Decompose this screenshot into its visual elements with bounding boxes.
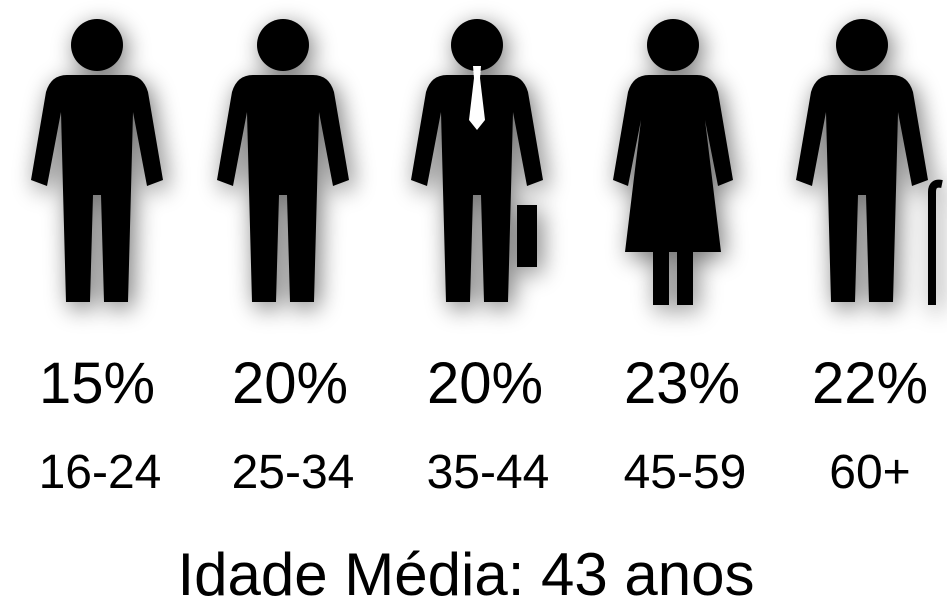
tie — [469, 66, 485, 130]
person-icon — [796, 19, 943, 305]
cane — [928, 179, 943, 305]
age-label: 45-59 — [624, 446, 747, 499]
body — [411, 75, 543, 302]
percent-label: 15% — [39, 351, 155, 416]
head — [71, 19, 123, 71]
percent-label: 20% — [427, 351, 543, 416]
figures — [31, 19, 943, 305]
age-label: 60+ — [829, 446, 910, 499]
body — [796, 75, 928, 302]
person-icon — [217, 19, 349, 302]
person-icon — [411, 19, 543, 302]
head — [257, 19, 309, 71]
age-label: 25-34 — [232, 446, 355, 499]
age-label: 16-24 — [39, 446, 162, 499]
footer: Idade Média: 43 anos — [177, 541, 754, 603]
person-icon — [613, 19, 733, 305]
body — [613, 75, 733, 305]
body — [31, 75, 163, 302]
percent-label: 20% — [232, 351, 348, 416]
head — [451, 19, 503, 71]
percent-label: 23% — [624, 351, 740, 416]
head — [647, 19, 699, 71]
body — [217, 75, 349, 302]
person-icon — [31, 19, 163, 302]
briefcase — [517, 205, 537, 267]
percent-label: 22% — [812, 351, 928, 416]
head — [836, 19, 888, 71]
age-label: 35-44 — [427, 446, 550, 499]
